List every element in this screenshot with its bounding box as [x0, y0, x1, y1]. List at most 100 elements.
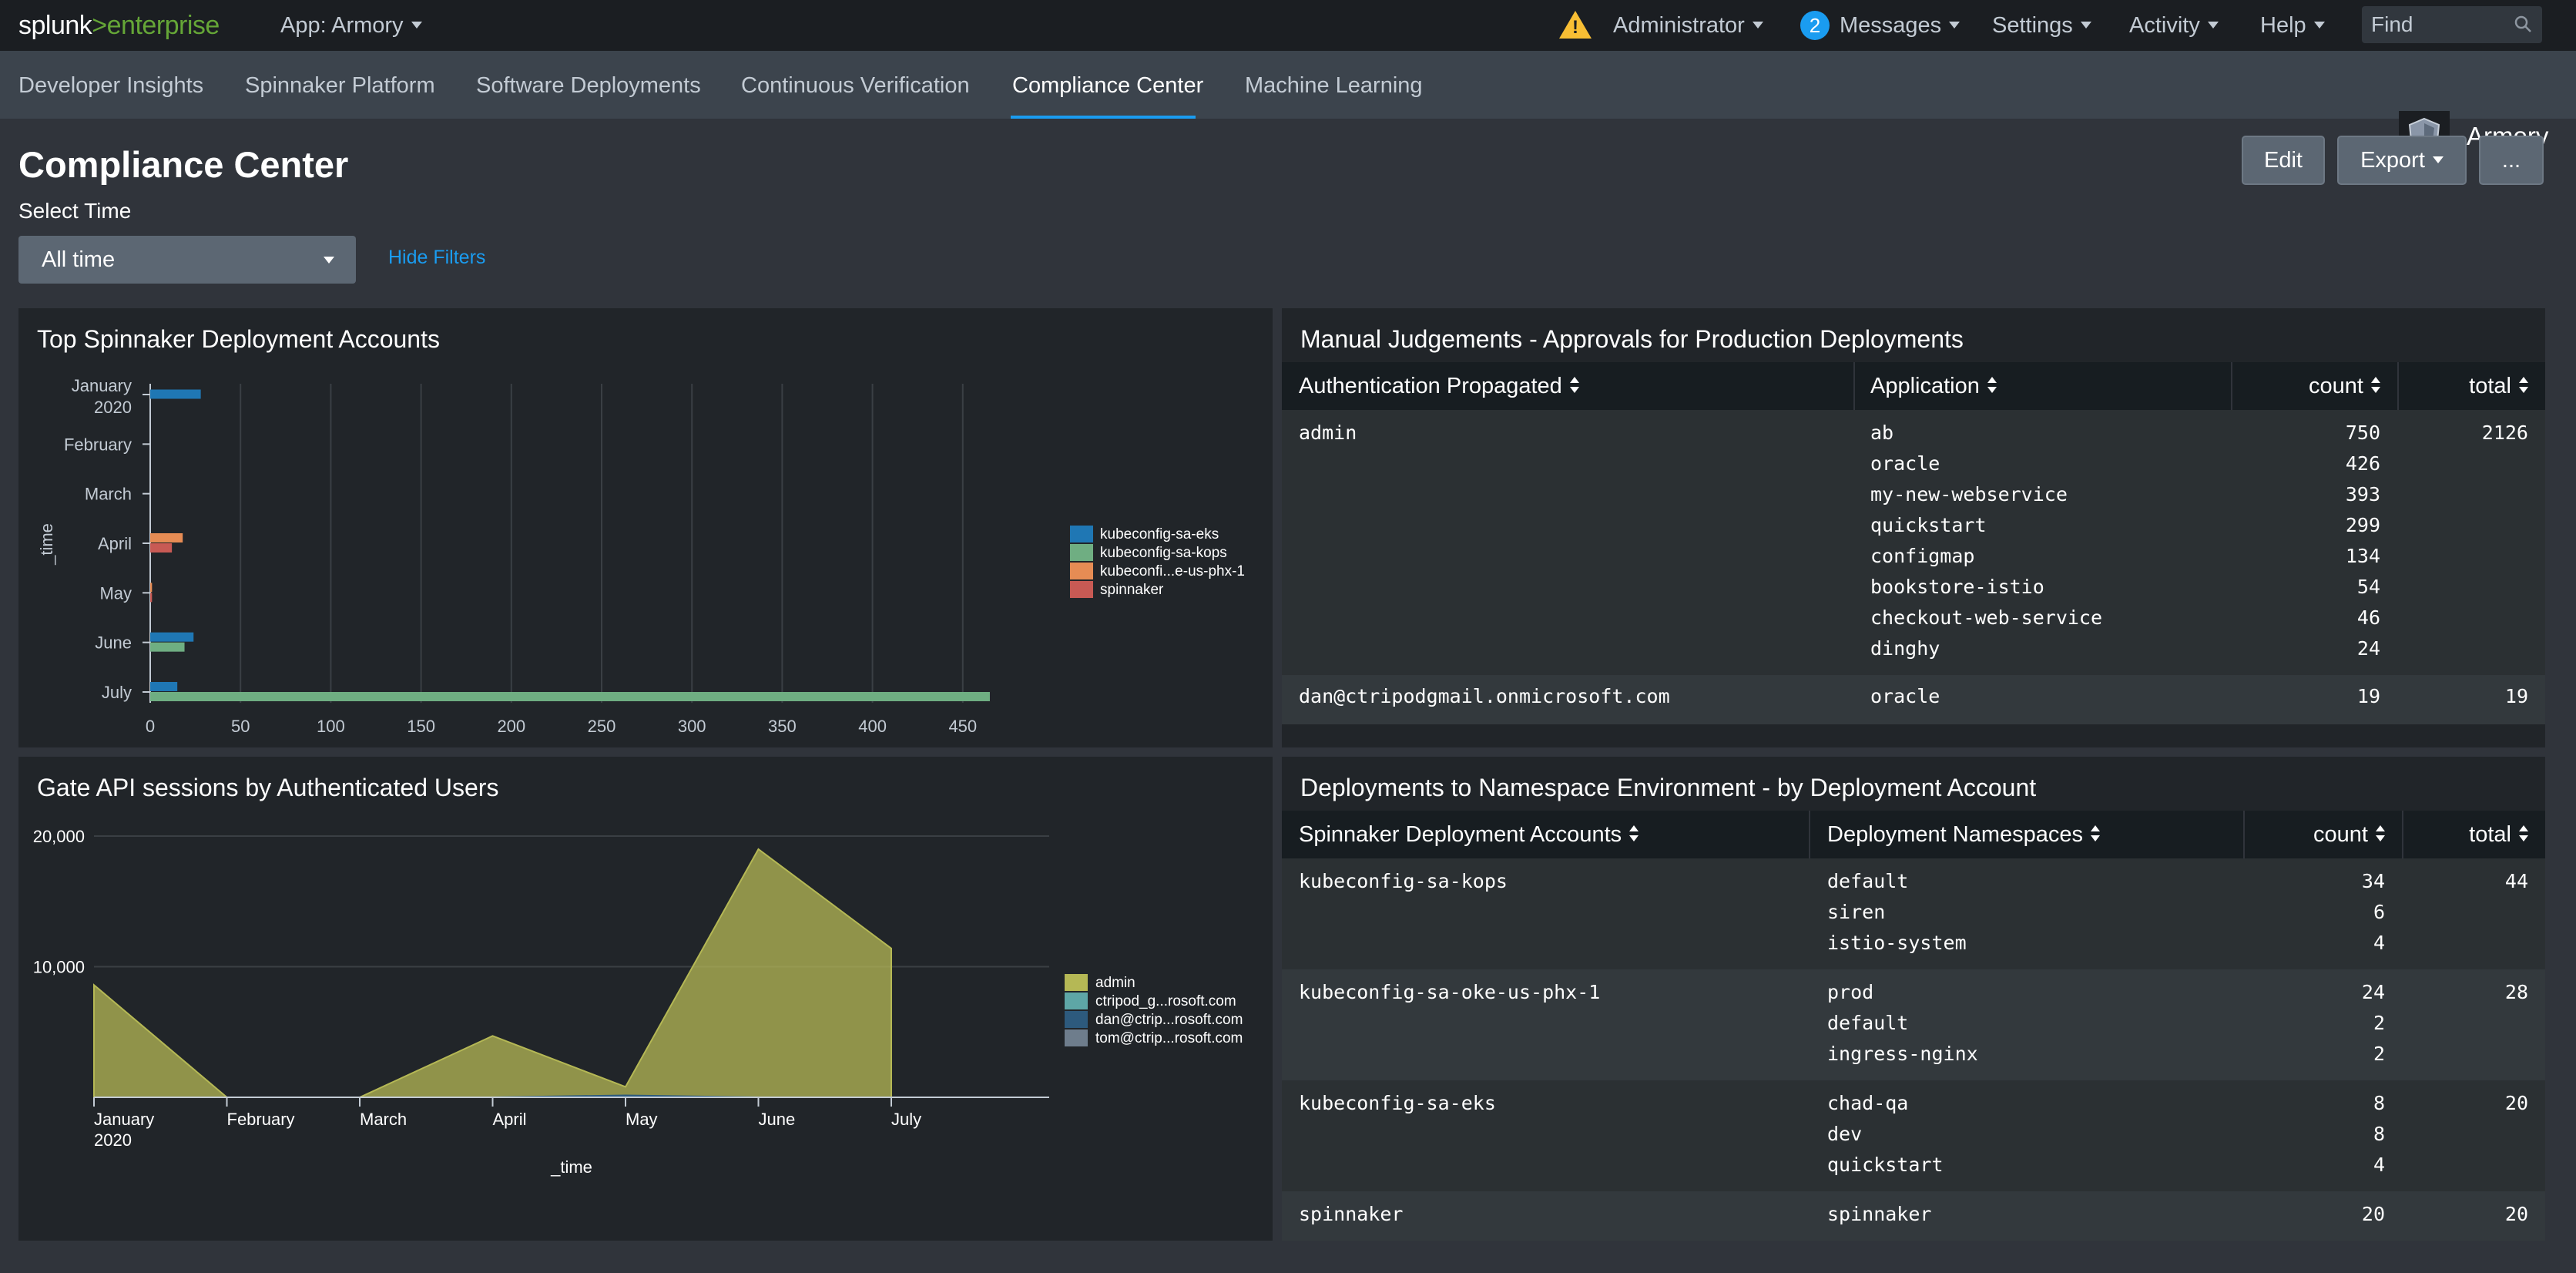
count-value: 750 [2345, 422, 2380, 444]
messages-count-badge[interactable]: 2 [1800, 11, 1830, 40]
search-icon[interactable] [2514, 15, 2531, 32]
namespace-value: istio-system [1827, 932, 1967, 954]
page-title: Compliance Center [18, 144, 349, 185]
bar-spinnaker [150, 593, 153, 603]
edit-button[interactable]: Edit [2242, 136, 2325, 185]
count-value: 46 [2356, 606, 2380, 629]
column-header-authentication[interactable]: Authentication Propagated [1299, 362, 1579, 410]
x-tick-label: February [227, 1110, 295, 1129]
legend-swatch [1065, 1011, 1088, 1028]
table-header: Authentication Propagated Application co… [1282, 362, 2545, 410]
panel-title: Gate API sessions by Authenticated Users [37, 774, 499, 801]
active-tab-indicator [1011, 116, 1196, 119]
total-cell: 2126 [2481, 422, 2528, 444]
panel-title: Top Spinnaker Deployment Accounts [37, 325, 440, 353]
count-value: 2 [2373, 1043, 2385, 1065]
legend-swatch [1065, 1029, 1088, 1046]
administrator-menu[interactable]: Administrator [1613, 0, 1763, 51]
panel-title: Manual Judgements - Approvals for Produc… [1300, 325, 1964, 353]
y-tick-label: 2020 [94, 398, 132, 417]
y-tick-label: January [72, 376, 132, 395]
account-cell: spinnaker [1299, 1203, 1404, 1225]
application-value: oracle [1870, 452, 1940, 475]
settings-menu[interactable]: Settings [1992, 0, 2091, 51]
count-value: 134 [2345, 545, 2380, 567]
tab-machine-learning[interactable]: Machine Learning [1245, 73, 1423, 98]
x-tick-label: 0 [146, 717, 155, 736]
y-tick-label: 20,000 [33, 827, 85, 846]
account-cell: kubeconfig-sa-kops [1299, 870, 1508, 892]
x-tick-label: May [626, 1110, 658, 1129]
deployment-accounts-panel: Top Spinnaker Deployment Accounts 0 50 100… [18, 308, 1273, 747]
count-value: 393 [2345, 483, 2380, 506]
table-row[interactable]: kubeconfig-sa-oke-us-phx-1 prod default … [1282, 969, 2545, 1080]
more-actions-button[interactable]: ... [2479, 136, 2544, 185]
time-range-dropdown[interactable]: All time [18, 236, 356, 284]
top-bar: splunk>enterprise App: Armory ! Administ… [0, 0, 2576, 51]
manual-judgements-panel: Manual Judgements - Approvals for Produc… [1282, 308, 2545, 747]
column-header-count[interactable]: count [2313, 811, 2385, 858]
chevron-down-icon [2080, 21, 2091, 29]
sort-icon [2091, 825, 2101, 842]
activity-menu[interactable]: Activity [2129, 0, 2219, 51]
column-header-total[interactable]: total [2469, 811, 2528, 858]
legend-label: admin [1095, 975, 1135, 991]
legend-swatch [1070, 526, 1093, 542]
auth-cell: dan@ctripodgmail.onmicrosoft.com [1299, 685, 1670, 707]
count-value: 8 [2373, 1123, 2385, 1145]
x-tick-label: April [493, 1110, 527, 1129]
gate-sessions-panel: Gate API sessions by Authenticated Users… [18, 757, 1273, 1241]
namespace-value: default [1827, 1012, 1909, 1034]
export-button[interactable]: Export [2337, 136, 2467, 185]
column-header-application[interactable]: Application [1870, 362, 1997, 410]
splunk-logo[interactable]: splunk>enterprise [18, 11, 220, 40]
count-cell: 34 6 4 [2362, 866, 2385, 959]
tab-developer-insights[interactable]: Developer Insights [18, 73, 204, 98]
table-row[interactable]: kubeconfig-sa-eks chad-qa dev quickstart… [1282, 1080, 2545, 1191]
tab-software-deployments[interactable]: Software Deployments [476, 73, 701, 98]
application-cell: oracle [1870, 685, 1940, 707]
table-row[interactable]: kubeconfig-sa-kops default siren istio-s… [1282, 858, 2545, 969]
column-divider [1809, 811, 1810, 858]
find-input[interactable] [2371, 6, 2510, 43]
hide-filters-link[interactable]: Hide Filters [388, 247, 486, 268]
warning-icon[interactable]: ! [1559, 11, 1592, 39]
sort-icon [1629, 825, 1639, 842]
count-cell: 8 8 4 [2373, 1088, 2385, 1181]
table-row[interactable]: admin ab oracle my-new-webservice quicks… [1282, 410, 2545, 675]
table-row[interactable]: dan@ctripodgmail.onmicrosoft.com oracle … [1282, 675, 2545, 724]
bar-kubeconfig-sa-eks [150, 632, 194, 642]
app-menu[interactable]: App: Armory [280, 0, 422, 51]
legend-label: kubeconfig-sa-kops [1100, 545, 1227, 561]
column-header-total[interactable]: total [2469, 362, 2528, 410]
tab-spinnaker-platform[interactable]: Spinnaker Platform [245, 73, 435, 98]
legend-label: ctripod_g...rosoft.com [1095, 993, 1236, 1009]
tab-continuous-verification[interactable]: Continuous Verification [741, 73, 970, 98]
table-row[interactable]: spinnaker spinnaker 20 20 [1282, 1191, 2545, 1241]
bar-kubeconfig-sa-kops [150, 642, 185, 652]
application-value: bookstore-istio [1870, 576, 2044, 598]
chevron-down-icon [324, 257, 334, 264]
column-header-namespaces[interactable]: Deployment Namespaces [1827, 811, 2101, 858]
chevron-down-icon [1752, 21, 1763, 29]
count-cell: 750 426 393 299 134 54 46 24 [2346, 418, 2380, 664]
chevron-down-icon [411, 21, 422, 29]
application-value: configmap [1870, 545, 1975, 567]
y-tick-label: April [98, 534, 132, 553]
total-cell: 20 [2504, 1092, 2528, 1114]
legend-label: kubeconfig-sa-eks [1100, 526, 1219, 542]
x-tick-label: 450 [948, 717, 977, 736]
tab-compliance-center[interactable]: Compliance Center [1012, 73, 1204, 98]
x-tick-label: 50 [231, 717, 250, 736]
bar-kubeconfi-e-us-phx-1 [150, 583, 153, 593]
y-tick-label: February [64, 435, 132, 454]
help-menu[interactable]: Help [2260, 0, 2325, 51]
column-header-deployment-accounts[interactable]: Spinnaker Deployment Accounts [1299, 811, 1639, 858]
messages-menu[interactable]: Messages [1840, 0, 1961, 51]
application-value: checkout-web-service [1870, 606, 2103, 629]
column-divider [2397, 362, 2399, 410]
application-value: ab [1870, 422, 1894, 444]
legend-swatch [1070, 581, 1093, 598]
column-header-count[interactable]: count [2309, 362, 2380, 410]
